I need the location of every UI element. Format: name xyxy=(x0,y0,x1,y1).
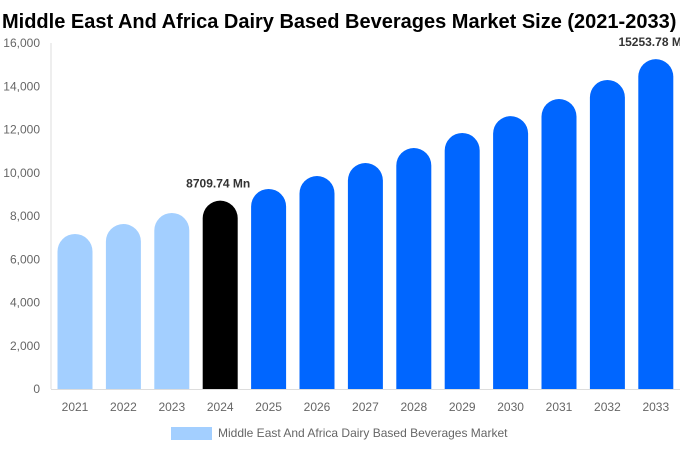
x-tick-label: 2021 xyxy=(62,400,89,414)
bar-2033[interactable] xyxy=(638,59,674,389)
bar-2032[interactable] xyxy=(589,79,625,389)
x-tick-label: 2028 xyxy=(400,400,427,414)
x-tick-label: 2024 xyxy=(207,400,234,414)
x-tick-label: 2023 xyxy=(158,400,185,414)
y-tick-label: 4,000 xyxy=(10,296,40,310)
x-tick-label: 2033 xyxy=(642,400,669,414)
legend-swatch[interactable] xyxy=(171,427,212,440)
data-label: 15253.78 Mn xyxy=(618,35,680,49)
y-tick-label: 16,000 xyxy=(3,36,40,50)
bar-2024[interactable] xyxy=(202,200,238,389)
x-tick-label: 2032 xyxy=(594,400,621,414)
bar-2029[interactable] xyxy=(444,132,480,389)
x-tick-label: 2031 xyxy=(546,400,573,414)
bar-2023[interactable] xyxy=(154,212,190,389)
bar-2030[interactable] xyxy=(493,116,529,389)
x-tick-label: 2026 xyxy=(304,400,331,414)
data-label: 8709.74 Mn xyxy=(186,177,250,191)
bar-2026[interactable] xyxy=(299,175,335,389)
bar-2022[interactable] xyxy=(105,224,141,389)
legend-label[interactable]: Middle East And Africa Dairy Based Bever… xyxy=(218,426,508,440)
y-tick-label: 12,000 xyxy=(3,123,40,137)
y-tick-label: 10,000 xyxy=(3,166,40,180)
bar-2027[interactable] xyxy=(347,163,383,389)
bar-2028[interactable] xyxy=(396,147,432,389)
y-tick-label: 8,000 xyxy=(10,209,40,223)
x-tick-label: 2027 xyxy=(352,400,379,414)
x-tick-label: 2025 xyxy=(255,400,282,414)
bar-2021[interactable] xyxy=(57,233,93,389)
x-tick-label: 2022 xyxy=(110,400,137,414)
bar-2031[interactable] xyxy=(541,99,577,390)
y-tick-label: 2,000 xyxy=(10,339,40,353)
x-tick-label: 2029 xyxy=(449,400,476,414)
x-tick-label: 2030 xyxy=(497,400,524,414)
y-tick-label: 6,000 xyxy=(10,252,40,266)
y-tick-label: 14,000 xyxy=(3,79,40,93)
y-tick-label: 0 xyxy=(33,382,40,396)
bar-2025[interactable] xyxy=(251,188,287,389)
chart-title: Middle East And Africa Dairy Based Bever… xyxy=(2,11,676,33)
